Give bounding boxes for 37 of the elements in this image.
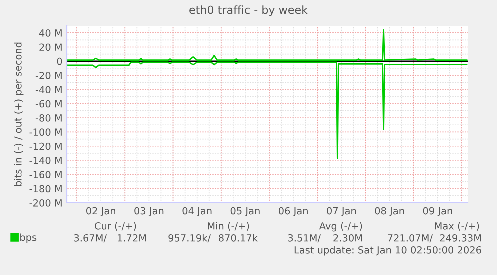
- text: 1.72M: [118, 234, 146, 242]
- y-tick-label: 20 M: [40, 44, 62, 52]
- text: 870.17k: [219, 234, 258, 242]
- y-tick-label: -200 M: [30, 199, 62, 207]
- text: 957.19k/: [168, 234, 211, 243]
- text: Last update: Sat Jan 10 02:50:00 2026: [294, 246, 482, 256]
- x-tick-label: 02 Jan: [86, 207, 116, 216]
- y-tick-label: -40 M: [36, 86, 62, 94]
- x-tick-label: 03 Jan: [134, 207, 164, 216]
- y-tick-label: -20 M: [36, 72, 62, 80]
- x-tick-label: 06 Jan: [278, 207, 308, 216]
- x-tick-label: 08 Jan: [375, 207, 404, 216]
- chart-title: eth0 traffic - by week: [190, 6, 308, 16]
- legend-label: bps: [20, 234, 37, 244]
- text: Min (-/+): [208, 222, 250, 231]
- text: 2.30M: [334, 234, 362, 242]
- text: 3.51M/: [288, 234, 321, 243]
- text: Avg (-/+): [319, 222, 362, 232]
- text: 721.07M/: [388, 234, 433, 243]
- x-tick-label: 09 Jan: [423, 207, 452, 216]
- y-tick-label: -180 M: [30, 185, 62, 193]
- text: Max (-/+): [435, 222, 480, 231]
- y-tick-label: 40 M: [39, 30, 62, 37]
- x-tick-label: 05 Jan: [230, 207, 260, 216]
- y-tick-label: -80 M: [36, 114, 62, 122]
- y-tick-label: -120 M: [30, 142, 62, 150]
- text: 249.33M: [440, 234, 482, 242]
- y-tick-label: 0: [57, 58, 62, 66]
- x-tick-label: 04 Jan: [182, 207, 212, 216]
- x-tick-label: 07 Jan: [327, 207, 356, 216]
- y-tick-label: -140 M: [30, 157, 62, 164]
- text: Cur (-/+): [94, 222, 136, 231]
- y-tick-label: -60 M: [36, 100, 62, 108]
- y-axis-title: bits in (-) / out (+) per second: [14, 42, 24, 186]
- y-tick-label: -100 M: [30, 128, 62, 136]
- y-tick-label: -160 M: [30, 171, 62, 179]
- text: 3.67M/: [74, 234, 107, 243]
